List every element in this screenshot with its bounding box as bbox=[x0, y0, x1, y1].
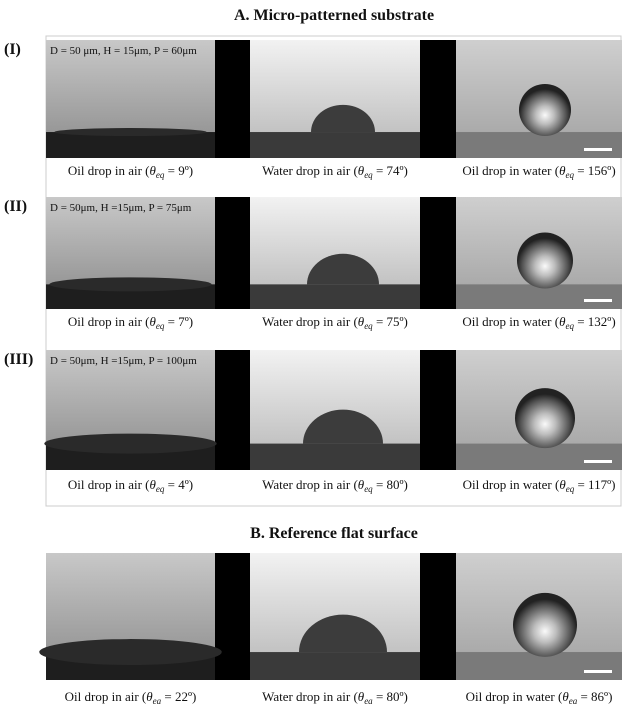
caption: Oil drop in air (θea = 22º) bbox=[65, 689, 197, 706]
caption: Oil drop in water (θeq = 156º) bbox=[462, 163, 615, 180]
black-band bbox=[215, 197, 250, 309]
caption: Water drop in air (θeq = 80º) bbox=[262, 477, 408, 494]
caption-text: = 80º) bbox=[373, 689, 408, 704]
caption-text: = 22º) bbox=[161, 689, 196, 704]
substrate bbox=[250, 444, 420, 470]
caption-text: = 75º) bbox=[373, 314, 408, 329]
black-band bbox=[420, 40, 456, 158]
caption: Water drop in air (θeq = 75º) bbox=[262, 314, 408, 331]
caption-text: = 9º) bbox=[164, 163, 193, 178]
caption-text: Oil drop in water ( bbox=[462, 163, 559, 178]
caption-text: Water drop in air ( bbox=[262, 163, 358, 178]
substrate bbox=[250, 132, 420, 158]
caption: Oil drop in water (θeq = 132º) bbox=[462, 314, 615, 331]
drop bbox=[515, 388, 575, 448]
caption-text: Oil drop in water ( bbox=[462, 314, 559, 329]
substrate bbox=[250, 652, 420, 680]
substrate bbox=[250, 284, 420, 309]
drop bbox=[517, 233, 573, 289]
page: A. Micro-patterned substrate B. Referenc… bbox=[0, 0, 622, 707]
caption-text: Oil drop in air ( bbox=[68, 477, 150, 492]
section-title: A. Micro-patterned substrate bbox=[234, 7, 434, 24]
caption: Oil drop in water (θea = 86º) bbox=[466, 689, 613, 706]
drop bbox=[54, 128, 206, 136]
row-label: (II) bbox=[4, 198, 27, 215]
caption-text: = 156º) bbox=[574, 163, 616, 178]
drop bbox=[49, 277, 211, 291]
caption-text: = 7º) bbox=[164, 314, 193, 329]
caption: Oil drop in air (θeq = 4º) bbox=[68, 477, 193, 494]
scale-bar bbox=[584, 460, 612, 463]
black-band bbox=[420, 350, 456, 470]
drop bbox=[39, 639, 222, 665]
drop bbox=[519, 84, 571, 136]
caption-text: = 132º) bbox=[574, 314, 616, 329]
drop bbox=[513, 593, 577, 657]
black-band bbox=[215, 350, 250, 470]
caption-text: = 80º) bbox=[373, 477, 408, 492]
black-band bbox=[420, 553, 456, 680]
substrate bbox=[456, 444, 622, 470]
caption: Oil drop in water (θeq = 117º) bbox=[463, 477, 616, 494]
row-label: (I) bbox=[4, 41, 21, 58]
caption-text: Water drop in air ( bbox=[262, 477, 358, 492]
scale-bar bbox=[584, 148, 612, 151]
section-title: B. Reference flat surface bbox=[250, 525, 418, 542]
black-band bbox=[215, 553, 250, 680]
drop bbox=[44, 434, 216, 454]
caption-text: Oil drop in water ( bbox=[466, 689, 563, 704]
caption-text: = 86º) bbox=[577, 689, 612, 704]
black-band bbox=[420, 197, 456, 309]
caption-text: Oil drop in air ( bbox=[68, 314, 150, 329]
substrate bbox=[456, 284, 622, 309]
parameters: D = 50μm, H =15μm, P = 75μm bbox=[50, 202, 192, 214]
caption: Oil drop in air (θeq = 9º) bbox=[68, 163, 193, 180]
caption-text: Water drop in air ( bbox=[262, 314, 358, 329]
caption-text: Water drop in air ( bbox=[262, 689, 358, 704]
caption-text: = 74º) bbox=[373, 163, 408, 178]
caption-text: Oil drop in water ( bbox=[463, 477, 560, 492]
parameters: D = 50μm, H =15μm, P = 100μm bbox=[50, 355, 197, 367]
row-label: (III) bbox=[4, 351, 33, 368]
caption-text: = 4º) bbox=[164, 477, 193, 492]
parameters: D = 50 μm, H = 15μm, P = 60μm bbox=[50, 45, 197, 57]
figure: A. Micro-patterned substrate B. Referenc… bbox=[0, 0, 622, 707]
caption: Water drop in air (θeq = 74º) bbox=[262, 163, 408, 180]
scale-bar bbox=[584, 670, 612, 673]
caption-text: = 117º) bbox=[574, 477, 615, 492]
substrate bbox=[456, 132, 622, 158]
scale-bar bbox=[584, 299, 612, 302]
caption-text: Oil drop in air ( bbox=[68, 163, 150, 178]
caption: Oil drop in air (θeq = 7º) bbox=[68, 314, 193, 331]
caption: Water drop in air (θea = 80º) bbox=[262, 689, 408, 706]
black-band bbox=[215, 40, 250, 158]
caption-text: Oil drop in air ( bbox=[65, 689, 147, 704]
